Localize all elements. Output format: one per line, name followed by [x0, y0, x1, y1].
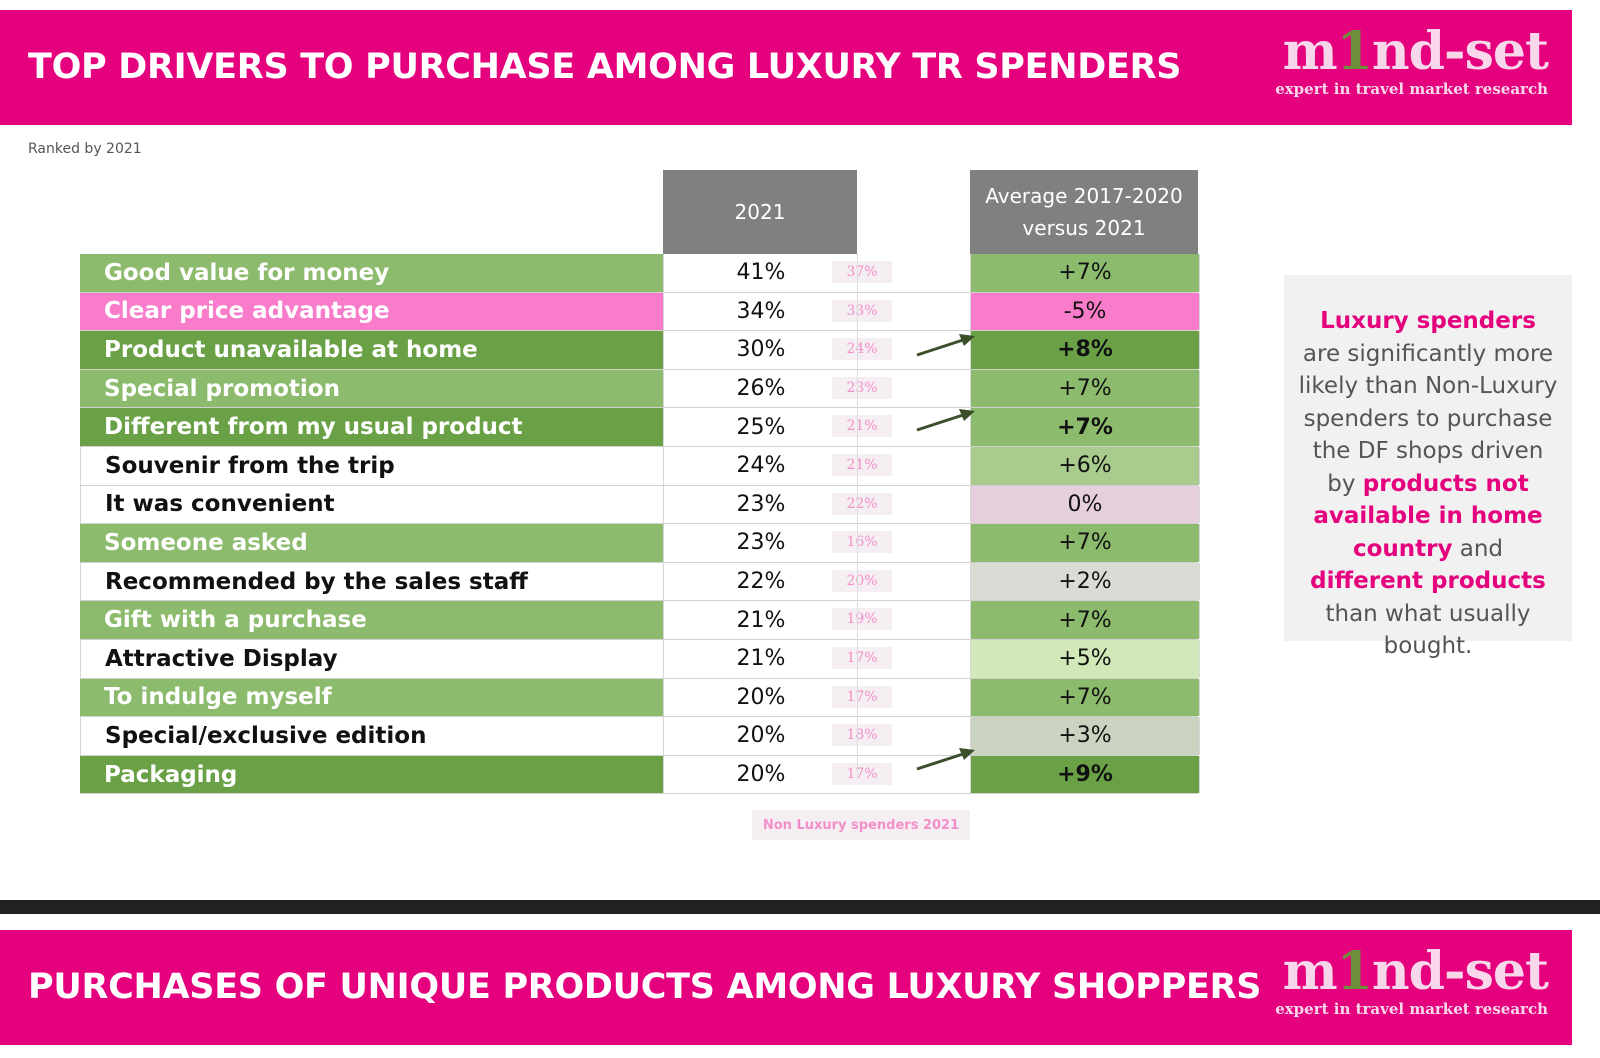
driver-label: Packaging [80, 755, 663, 794]
delta-value: +7% [970, 369, 1200, 408]
non-luxury-value: 16% [832, 531, 892, 554]
non-luxury-value: 21% [832, 415, 892, 438]
value-2021: 23% [663, 524, 858, 562]
delta-value: +7% [970, 408, 1200, 446]
driver-label: Special promotion [80, 369, 663, 408]
logo-tagline: expert in travel market research [1275, 80, 1548, 98]
page-title: TOP DRIVERS TO PURCHASE AMONG LUXURY TR … [28, 47, 1182, 87]
bottom-banner: PURCHASES OF UNIQUE PRODUCTS AMONG LUXUR… [0, 930, 1572, 1045]
column-header-average-line1: Average 2017-2020 [985, 184, 1183, 208]
driver-label: Recommended by the sales staff [80, 562, 663, 601]
mindset-logo-bottom: m1nd-set expert in travel market researc… [1238, 941, 1549, 1019]
delta-value: +7% [970, 678, 1200, 717]
value-2021: 30% [663, 331, 858, 369]
logo-wordmark-bottom: m1nd-set [1282, 941, 1549, 1002]
up-arrow-icon [916, 334, 975, 357]
note-text-2: and [1452, 535, 1504, 562]
non-luxury-value: 21% [832, 453, 892, 476]
driver-label: Someone asked [80, 524, 663, 562]
delta-value: +8% [970, 331, 1200, 369]
table-row: Packaging 20% 17% +9% [80, 755, 1200, 795]
non-luxury-value: 17% [832, 646, 892, 669]
non-luxury-value: 33% [832, 299, 892, 322]
driver-label: Good value for money [80, 254, 663, 292]
delta-value: +7% [970, 524, 1200, 562]
value-2021: 20% [663, 717, 858, 755]
non-luxury-value: 37% [832, 261, 892, 283]
top-banner: TOP DRIVERS TO PURCHASE AMONG LUXURY TR … [0, 10, 1572, 125]
non-luxury-value: 18% [832, 724, 892, 747]
insight-note: Luxury spenders are significantly more l… [1284, 275, 1572, 659]
table-row: Product unavailable at home 30% 24% +8% [80, 331, 1200, 370]
value-2021: 26% [663, 369, 858, 408]
non-luxury-value: 17% [832, 762, 892, 785]
delta-value: +7% [970, 254, 1200, 292]
table-row: Attractive Display 21% 17% +5% [80, 639, 1200, 679]
table-row: Different from my usual product 25% 21% +7% [80, 408, 1200, 447]
drivers-table: Good value for money 41% 37% +7% Clear price… [80, 254, 1200, 795]
delta-value: 0% [970, 485, 1200, 524]
non-luxury-value: 17% [832, 685, 892, 708]
logo-tagline-bottom: expert in travel market research [1275, 1000, 1548, 1018]
mindset-logo: m1nd-set expert in travel market researc… [1238, 21, 1549, 99]
delta-value: +9% [970, 755, 1200, 794]
value-2021: 25% [663, 408, 858, 446]
note-text-3: than what usually bought. [1325, 600, 1531, 660]
table-row: It was convenient 23% 22% 0% [80, 485, 1200, 525]
next-section-title: PURCHASES OF UNIQUE PRODUCTS AMONG LUXUR… [28, 967, 1262, 1007]
note-highlight-luxury: Luxury spenders [1320, 308, 1536, 334]
delta-value: +6% [970, 446, 1200, 485]
non-luxury-value: 23% [832, 376, 892, 399]
note-highlight-unavailable: products not available in home country [1313, 470, 1543, 562]
delta-value: +7% [970, 601, 1200, 639]
table-row: Good value for money 41% 37% +7% [80, 254, 1200, 293]
driver-label: Gift with a purchase [80, 601, 663, 639]
value-2021: 21% [663, 601, 858, 639]
non-luxury-value: 20% [832, 569, 892, 592]
column-header-2021: 2021 [663, 170, 857, 254]
value-2021: 41% [663, 254, 858, 292]
column-header-average-line2: versus 2021 [1022, 216, 1146, 240]
table-row: Clear price advantage 34% 33% -5% [80, 292, 1200, 332]
table-row: Someone asked 23% 16% +7% [80, 524, 1200, 563]
value-2021: 21% [663, 639, 858, 678]
column-divider [857, 254, 858, 779]
value-2021: 24% [663, 446, 858, 485]
driver-label: Special/exclusive edition [80, 717, 663, 755]
non-luxury-value: 19% [832, 608, 892, 631]
table-row: Recommended by the sales staff 22% 20% +2% [80, 562, 1200, 602]
driver-label: Product unavailable at home [80, 331, 663, 369]
value-2021: 20% [663, 678, 858, 717]
table-row: Special/exclusive edition 20% 18% +3% [80, 717, 1200, 756]
up-arrow-icon [916, 747, 975, 771]
delta-value: +5% [970, 639, 1200, 678]
table-row: Souvenir from the trip 24% 21% +6% [80, 446, 1200, 486]
section-divider [0, 900, 1600, 914]
column-header-average: Average 2017-2020 versus 2021 [970, 170, 1198, 254]
value-2021: 34% [663, 292, 858, 331]
value-2021: 23% [663, 485, 858, 524]
note-highlight-different: different products [1310, 568, 1546, 594]
delta-value: +2% [970, 562, 1200, 601]
subtitle: Ranked by 2021 [28, 141, 142, 157]
driver-label: Attractive Display [80, 639, 663, 678]
note-text-1: are significantly more likely than Non-L… [1298, 340, 1558, 497]
driver-label: Clear price advantage [80, 292, 663, 331]
driver-label: Different from my usual product [80, 408, 663, 446]
non-luxury-value: 22% [832, 492, 892, 515]
value-2021: 20% [663, 755, 858, 794]
table-row: Gift with a purchase 21% 19% +7% [80, 601, 1200, 640]
table-row: Special promotion 26% 23% +7% [80, 369, 1200, 409]
driver-label: It was convenient [80, 485, 663, 524]
non-luxury-legend: Non Luxury spenders 2021 [752, 810, 970, 840]
non-luxury-value: 24% [832, 338, 892, 361]
value-2021: 22% [663, 562, 858, 601]
logo-wordmark: m1nd-set [1282, 21, 1549, 82]
driver-label: Souvenir from the trip [80, 446, 663, 485]
table-row: To indulge myself 20% 17% +7% [80, 678, 1200, 718]
delta-value: -5% [970, 292, 1200, 331]
delta-value: +3% [970, 717, 1200, 755]
up-arrow-icon [916, 409, 975, 432]
driver-label: To indulge myself [80, 678, 663, 717]
